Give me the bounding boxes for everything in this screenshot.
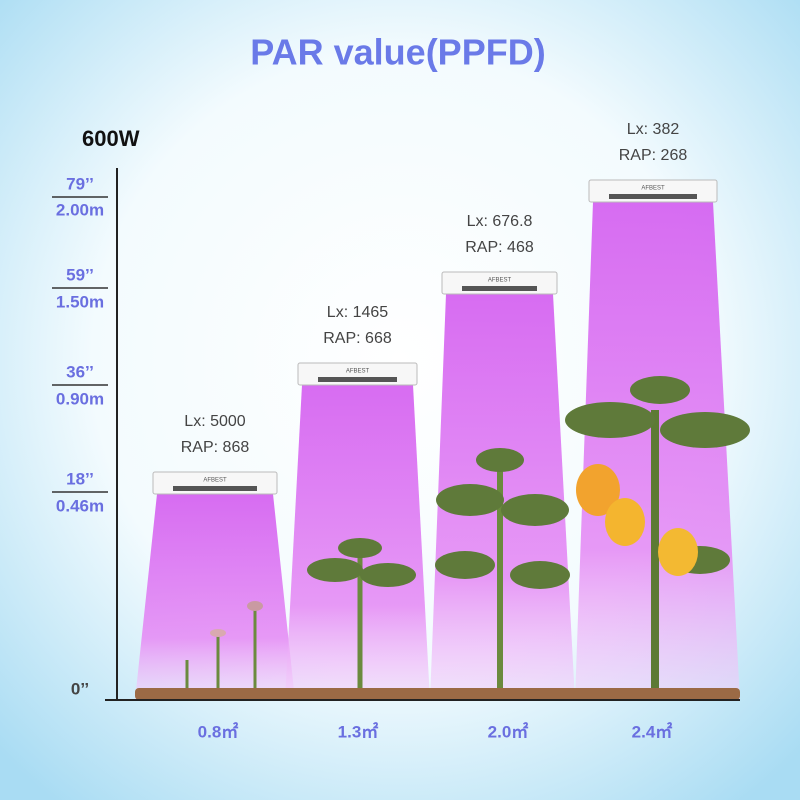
lamp-vents	[609, 194, 697, 199]
height-inch: 0’’	[71, 679, 89, 698]
lamp-brand: AFBEST	[641, 186, 665, 192]
lux-label: Lx: 1465	[327, 304, 388, 321]
lux-label: Lx: 5000	[184, 413, 245, 430]
soil	[135, 688, 740, 700]
height-meter: 1.50m	[56, 292, 104, 311]
height-inch: 36’’	[66, 362, 94, 381]
lamp-brand: AFBEST	[488, 278, 512, 284]
height-meter: 0.46m	[56, 496, 104, 515]
rap-label: RAP: 268	[619, 147, 688, 164]
area-label: 0.8㎡	[198, 721, 239, 741]
light-beam	[135, 494, 295, 700]
area-label: 2.4㎡	[632, 721, 673, 741]
lamp-vents	[318, 377, 397, 382]
rap-label: RAP: 668	[323, 330, 392, 347]
rap-label: RAP: 468	[465, 239, 534, 256]
height-inch: 59’’	[66, 265, 94, 284]
area-label: 2.0㎡	[488, 721, 529, 741]
lamp-brand: AFBEST	[346, 369, 370, 375]
lux-label: Lx: 382	[627, 121, 680, 138]
lamp-vents	[462, 286, 537, 291]
lux-label: Lx: 676.8	[467, 213, 533, 230]
height-meter: 0.90m	[56, 389, 104, 408]
height-inch: 79’’	[66, 174, 94, 193]
rap-label: RAP: 868	[181, 439, 250, 456]
plants	[185, 376, 750, 695]
height-inch: 18’’	[66, 469, 94, 488]
title: PAR value(PPFD)	[250, 32, 545, 73]
area-label: 1.3㎡	[338, 721, 379, 741]
lamp-vents	[173, 486, 257, 491]
power-label: 600W	[82, 126, 140, 151]
lamp-brand: AFBEST	[203, 478, 227, 484]
height-meter: 2.00m	[56, 200, 104, 219]
